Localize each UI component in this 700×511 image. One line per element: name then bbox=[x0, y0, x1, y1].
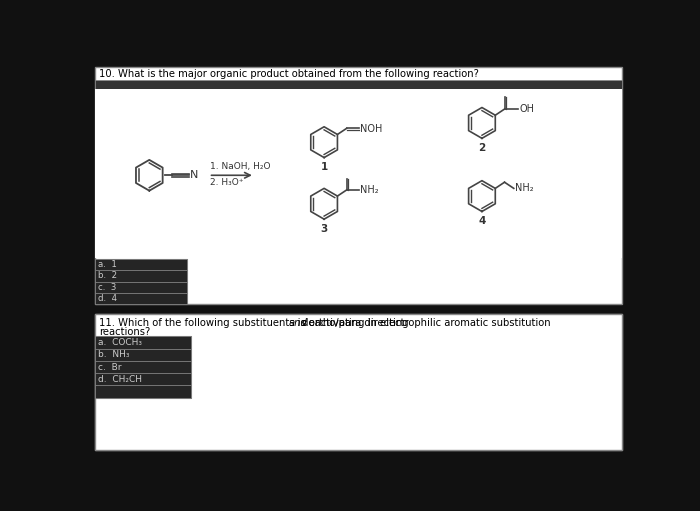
Text: NOH: NOH bbox=[360, 124, 382, 134]
Bar bbox=[94, 293, 187, 304]
Text: reactions?: reactions? bbox=[99, 327, 150, 337]
Text: 1: 1 bbox=[321, 162, 328, 172]
Text: b.  NH₃: b. NH₃ bbox=[98, 350, 130, 359]
Bar bbox=[94, 80, 622, 89]
Text: a.  1: a. 1 bbox=[98, 260, 117, 269]
Text: 3: 3 bbox=[321, 224, 328, 234]
Text: 2. H₃O⁺: 2. H₃O⁺ bbox=[210, 178, 244, 187]
Text: 4: 4 bbox=[478, 216, 486, 226]
Bar bbox=[94, 385, 191, 398]
Text: NH₂: NH₂ bbox=[514, 183, 533, 193]
Text: 11. Which of the following substituents is ortho/para directing: 11. Which of the following substituents … bbox=[99, 318, 412, 328]
Text: 1. NaOH, H₂O: 1. NaOH, H₂O bbox=[210, 161, 271, 171]
Bar bbox=[94, 349, 191, 361]
Text: c.  Br: c. Br bbox=[98, 362, 121, 371]
Bar bbox=[94, 89, 622, 259]
Bar bbox=[94, 361, 191, 373]
Bar bbox=[94, 336, 191, 398]
Text: OH: OH bbox=[519, 104, 534, 114]
Text: d.  4: d. 4 bbox=[98, 294, 117, 303]
Bar bbox=[94, 282, 187, 293]
Text: 2: 2 bbox=[478, 143, 486, 153]
Bar bbox=[94, 373, 191, 385]
Bar bbox=[94, 336, 191, 349]
Text: d.  CH₂CH: d. CH₂CH bbox=[98, 375, 141, 384]
Bar bbox=[94, 259, 187, 270]
Bar bbox=[94, 67, 622, 304]
Text: b.  2: b. 2 bbox=[98, 271, 117, 281]
Text: and: and bbox=[289, 318, 308, 328]
Text: c.  3: c. 3 bbox=[98, 283, 116, 292]
Text: a.  COCH₃: a. COCH₃ bbox=[98, 338, 141, 347]
Text: 10. What is the major organic product obtained from the following reaction?: 10. What is the major organic product ob… bbox=[99, 69, 479, 79]
Text: NH₂: NH₂ bbox=[360, 185, 379, 195]
Bar bbox=[94, 270, 187, 282]
Bar bbox=[94, 259, 187, 304]
Text: N: N bbox=[190, 170, 199, 180]
Text: deactivating in electrophilic aromatic substitution: deactivating in electrophilic aromatic s… bbox=[299, 318, 551, 328]
Bar bbox=[94, 314, 622, 450]
Bar bbox=[94, 314, 622, 450]
